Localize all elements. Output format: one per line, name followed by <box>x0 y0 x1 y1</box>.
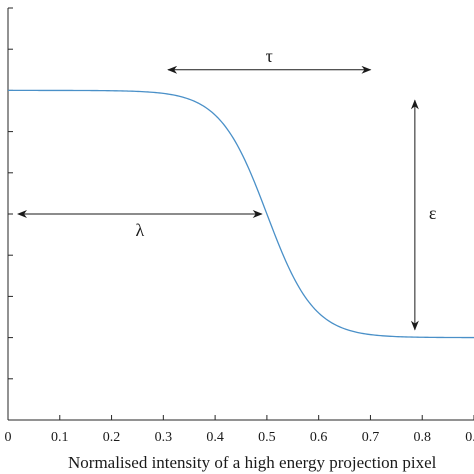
annotations: τ λ ε <box>17 46 437 331</box>
x-axis-label: Normalised intensity of a high energy pr… <box>68 453 437 472</box>
annotation-label: τ <box>266 46 273 66</box>
x-tick-label: 0.4 <box>206 430 224 445</box>
x-tick-label: 0.6 <box>310 430 328 445</box>
x-tick-label: 0.5 <box>258 430 276 445</box>
x-tick-label: 0.8 <box>413 430 431 445</box>
x-tick-label: 0.7 <box>362 430 380 445</box>
x-tick-label: 0.1 <box>51 430 69 445</box>
x-tick-label: 0.2 <box>103 430 121 445</box>
annotation-label: ε <box>429 203 437 223</box>
series-line <box>8 89 474 339</box>
x-tick-label: 0.9 <box>465 430 474 445</box>
y-ticks <box>8 7 13 380</box>
x-tick-label: 0 <box>5 430 12 445</box>
x-ticks: 0 0.1 0.2 0.3 0.4 0.5 0.6 0.7 0.8 0.9 <box>5 415 474 445</box>
x-tick-label: 0.3 <box>155 430 173 445</box>
annotation-label: λ <box>135 220 144 240</box>
